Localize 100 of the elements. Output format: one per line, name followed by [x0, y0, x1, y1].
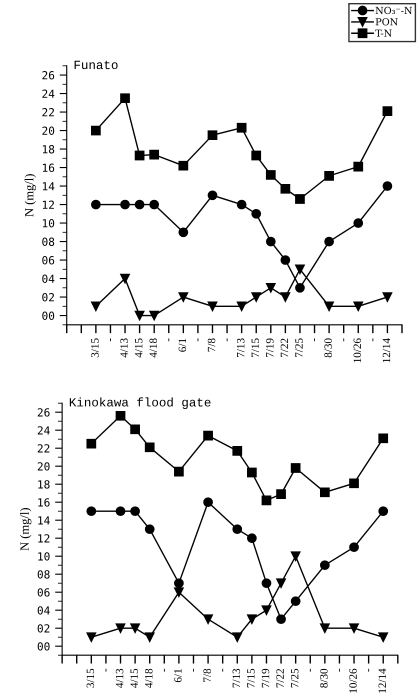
x-tick-label: 12/14: [378, 668, 386, 693]
point: [280, 292, 290, 302]
x-tick-label: 6/1: [178, 338, 186, 352]
x-tick-label: 7/15: [252, 338, 259, 358]
point: [378, 506, 388, 516]
x-tick-label: 4/15: [134, 338, 142, 358]
x-tick-label: 3/15: [86, 668, 94, 688]
point: [232, 632, 242, 642]
y-axis-title: N (mg/l): [20, 508, 32, 551]
x-tick-label: 4/18: [149, 338, 157, 358]
x-tick-label: 8/30: [324, 338, 332, 358]
point: [116, 506, 126, 516]
y-tick-label: 00: [38, 642, 50, 651]
x-tick-label: 8/30: [320, 668, 328, 688]
x-tick-label: 7/13: [236, 338, 244, 358]
point: [266, 170, 276, 180]
point: [324, 301, 334, 312]
legend-label: T-N: [375, 30, 392, 37]
y-tick-label: 10: [42, 219, 54, 228]
point: [208, 301, 218, 312]
y-tick-label: 00: [42, 312, 54, 320]
y-tick-label: 24: [42, 90, 54, 98]
point: [144, 632, 155, 642]
point: [134, 150, 144, 160]
x-tick-label: -: [226, 338, 228, 342]
y-axis-title: N (mg/l): [24, 174, 36, 217]
point: [349, 478, 359, 488]
point: [266, 236, 276, 246]
y-tick-label: 26: [42, 71, 54, 80]
point: [251, 208, 262, 219]
point: [86, 506, 96, 516]
y-tick-label: 10: [38, 552, 50, 561]
point: [232, 446, 242, 456]
point: [378, 632, 388, 642]
point: [353, 162, 364, 172]
x-tick-label: -: [314, 338, 315, 342]
y-tick-label: 14: [42, 182, 54, 190]
point: [203, 497, 213, 508]
x-tick-label: 7/19: [262, 668, 270, 688]
y-tick-label: 04: [38, 606, 50, 615]
point: [251, 150, 262, 160]
x-tick-label: 3/15: [91, 338, 99, 358]
point: [378, 433, 388, 444]
x-tick-label: 7/15: [247, 668, 255, 688]
y-tick-label: 12: [42, 200, 54, 209]
x-tick-label: -: [368, 668, 370, 672]
point: [91, 126, 101, 136]
point: [324, 236, 334, 246]
point: [86, 438, 96, 449]
point: [349, 542, 359, 552]
point: [382, 292, 392, 302]
point: [320, 560, 330, 570]
x-tick-label: 7/19: [266, 338, 274, 358]
y-tick-label: 20: [42, 126, 54, 135]
y-tick-label: 06: [42, 256, 54, 264]
point: [174, 587, 184, 598]
point: [320, 623, 330, 634]
y-tick-label: 02: [42, 293, 54, 302]
point: [203, 614, 213, 624]
point: [324, 171, 334, 181]
point: [134, 310, 144, 320]
y-tick-label: 22: [38, 444, 50, 452]
y-tick-label: 02: [38, 624, 50, 633]
x-tick-label: 7/22: [276, 669, 284, 688]
x-tick-label: 4/18: [144, 668, 152, 688]
point: [295, 282, 305, 293]
point: [208, 190, 218, 200]
x-tick-label: 4/13: [120, 338, 128, 358]
x-tick-label: -: [193, 668, 194, 672]
point: [91, 301, 101, 312]
point: [120, 274, 130, 284]
legend-label: NO₃⁻-N: [376, 6, 412, 14]
point: [236, 301, 247, 312]
y-tick-label: 18: [42, 145, 54, 154]
point: [353, 301, 364, 312]
x-tick-label: 4/13: [116, 668, 124, 688]
point: [203, 430, 213, 440]
x-tick-label: -: [310, 668, 311, 672]
point: [236, 200, 247, 210]
point: [382, 181, 392, 191]
point: [295, 264, 305, 274]
y-tick-label: 12: [38, 534, 50, 542]
chart-title: Kinokawa flood gate: [70, 397, 211, 410]
point: [290, 463, 301, 473]
x-tick-label: 7/8: [203, 668, 211, 682]
x-tick-label: 7/22: [280, 338, 288, 358]
point: [295, 194, 305, 204]
point: [290, 596, 301, 606]
point: [208, 130, 218, 140]
x-tick-label: -: [372, 338, 374, 342]
point: [91, 200, 101, 210]
y-tick-label: 18: [38, 480, 50, 489]
point: [174, 466, 184, 476]
y-tick-label: 22: [42, 108, 54, 116]
point: [251, 292, 262, 302]
point: [320, 487, 330, 498]
y-tick-label: 14: [38, 516, 50, 524]
point: [236, 122, 247, 133]
y-tick-label: 08: [38, 570, 50, 579]
x-tick-label: 10/26: [354, 338, 362, 362]
